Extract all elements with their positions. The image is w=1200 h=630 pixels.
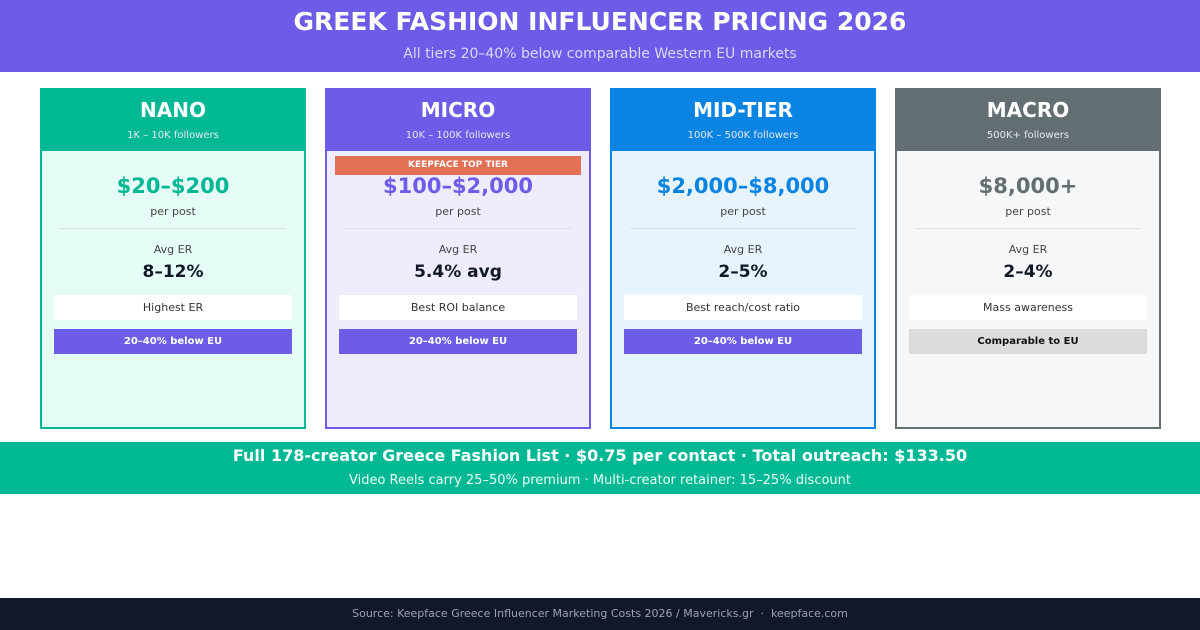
tier-name: MACRO [986,98,1070,122]
tier-price: $100–$2,000 [383,174,533,198]
er-value: 5.4% avg [414,262,502,282]
tier-header: MID-TIER 100K – 500K followers [612,90,874,151]
er-label: Avg ER [1008,243,1048,256]
banner: Full 178-creator Greece Fashion List · $… [0,442,1200,494]
tier-price: $8,000+ [978,174,1078,198]
title: GREEK FASHION INFLUENCER PRICING 2026 [293,7,907,36]
price-unit: per post [720,205,766,218]
tier-header: MICRO 10K – 100K followers [327,90,589,151]
er-value: 2–5% [718,262,768,282]
tier-card: NANO 1K – 10K followers $20–$200 per post Av… [40,88,306,429]
header: GREEK FASHION INFLUENCER PRICING 2026 Al… [0,0,1200,72]
tier-name: MICRO [420,98,496,122]
er-value: 8–12% [142,262,204,282]
tier-card: MACRO 500K+ followers $8,000+ per post Avg E… [895,88,1161,429]
tier-badge: 20–40% below EU [624,329,862,354]
divider [60,228,286,229]
tier-card: MICRO 10K – 100K followers $100–$2,000 KEEP… [325,88,591,429]
price-unit: per post [150,205,196,218]
tier-price: $2,000–$8,000 [656,174,830,198]
tier-followers: 100K – 500K followers [687,130,799,141]
ribbon: KEEPFACE TOP TIER [335,156,581,175]
footer: Source: Keepface Greece Influencer Marke… [0,598,1200,630]
tier-note: Mass awareness [909,295,1147,320]
er-label: Avg ER [723,243,763,256]
divider [630,228,856,229]
tier-name: MID-TIER [693,98,793,122]
er-label: Avg ER [438,243,478,256]
tier-followers: 10K – 100K followers [405,130,511,141]
divider [345,228,571,229]
tier-header: MACRO 500K+ followers [897,90,1159,151]
tier-badge: Comparable to EU [909,329,1147,354]
tier-badge: 20–40% below EU [54,329,292,354]
price-unit: per post [435,205,481,218]
banner-title: Full 178-creator Greece Fashion List · $… [232,446,968,465]
tier-badge: 20–40% below EU [339,329,577,354]
price-unit: per post [1005,205,1051,218]
er-label: Avg ER [153,243,193,256]
subtitle: All tiers 20–40% below comparable Wester… [403,46,797,62]
tier-note: Highest ER [54,295,292,320]
tier-note: Best ROI balance [339,295,577,320]
tier-card: MID-TIER 100K – 500K followers $2,000–$8,0… [610,88,876,429]
tier-followers: 500K+ followers [986,130,1070,141]
tier-name: NANO [140,98,206,122]
er-value: 2–4% [1003,262,1053,282]
tier-price: $20–$200 [116,174,230,198]
tier-header: NANO 1K – 10K followers [42,90,304,151]
tier-followers: 1K – 10K followers [127,130,219,141]
tier-note: Best reach/cost ratio [624,295,862,320]
banner-subtitle: Video Reels carry 25–50% premium · Multi… [348,473,852,488]
divider [915,228,1141,229]
